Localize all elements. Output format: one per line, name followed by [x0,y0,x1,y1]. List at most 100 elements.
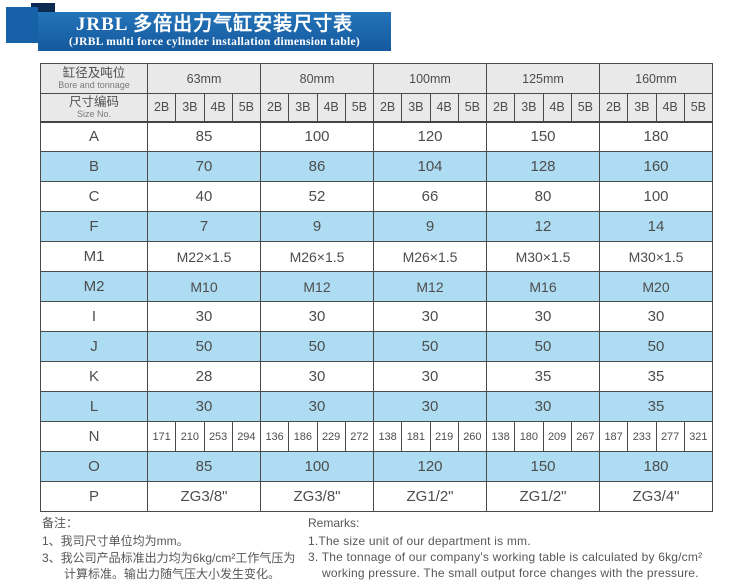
size-code-header: 4B [542,93,572,123]
table-row-L: L 30 30 30 30 35 [40,391,713,422]
dimension-cell: 14 [599,211,713,242]
dimension-cell: 187 [598,421,629,452]
dimension-cell: 9 [260,211,374,242]
dimension-cell: M16 [486,271,600,302]
dimension-cell: 30 [373,301,487,332]
size-code-header: 3B [514,93,544,123]
dimension-cell: 85 [147,451,261,482]
size-code-header: 4B [203,93,233,123]
size-code-header: 2B [372,93,403,123]
dimension-cell: 35 [599,391,713,422]
dimension-cell: ZG1/2" [373,481,487,512]
bore-tonnage-header: 缸径及吨位 Bore and tonnage [40,63,148,94]
dimension-cell: ZG3/8" [260,481,374,512]
size-no-label-en: Size No. [76,108,111,119]
dimension-cell: 80 [486,181,600,212]
dimension-cell: 70 [147,151,261,182]
dimension-cell: 50 [373,331,487,362]
dimension-cell: M30×1.5 [599,241,713,272]
size-code-header: 5B [457,93,488,123]
header-size-row: 缸径及吨位 Bore and tonnage 63mm 80mm 100mm 125m… [40,63,713,94]
dimension-cell: 7 [147,211,261,242]
size-code-header: 2B [259,93,290,123]
dimension-cell: 186 [288,421,318,452]
dimension-cell: 294 [231,421,262,452]
row-label: C [40,181,148,212]
row-label: M2 [40,271,148,302]
dimension-cell: 40 [147,181,261,212]
size-code-header: 5B [570,93,601,123]
dimension-cell: M30×1.5 [486,241,600,272]
dimension-cell: M26×1.5 [260,241,374,272]
dimension-cell: 180 [599,121,713,152]
dimension-cell: 100 [260,121,374,152]
size-code-header: 4B [655,93,685,123]
table-row-C: C 40 52 66 80 100 [40,181,713,212]
dimension-cell: 30 [373,361,487,392]
blue-square-decoration [6,7,38,43]
size-column-header: 80mm [260,63,374,94]
dimension-cell: M22×1.5 [147,241,261,272]
dimension-cell: 50 [147,331,261,362]
dimension-cell: 9 [373,211,487,242]
remark-item-cn: 3、我公司产品标准出力均为6kg/cm²工作气压为计算标准。输出力随气压大小发生… [42,550,296,582]
title-banner: JRBL 多倍出力气缸安装尺寸表 (JRBL multi force cylin… [0,0,410,60]
row-label: J [40,331,148,362]
dimension-cell: 100 [599,181,713,212]
remark-item-cn: 1、我司尺寸单位均为mm。 [42,534,189,548]
remarks-chinese: 备注： 1、我司尺寸单位均为mm。 3、我公司产品标准出力均为6kg/cm²工作气… [42,516,304,583]
row-label: A [40,121,148,152]
size-code-header: 4B [429,93,459,123]
dimension-cell: 138 [372,421,403,452]
dimension-cell: ZG1/2" [486,481,600,512]
dimension-cell: 85 [147,121,261,152]
dimension-cell: 30 [147,391,261,422]
remark-item-en: 1.The size unit of our department is mm. [308,534,531,548]
dimension-cell: 181 [401,421,431,452]
page-title: JRBL 多倍出力气缸安装尺寸表 [75,14,354,35]
remark-item-en: 3. The tonnage of our company's working … [308,550,703,580]
dimension-cell: 171 [146,421,177,452]
row-label: P [40,481,148,512]
remarks-cn-title: 备注： [42,516,79,530]
dimension-cell: 267 [570,421,601,452]
dimension-cell: 160 [599,151,713,182]
size-no-label-cn: 尺寸编码 [68,94,119,109]
dimension-cell: 150 [486,451,600,482]
table-row-M2: M2 M10 M12 M12 M16 M20 [40,271,713,302]
bore-tonnage-label-cn: 缸径及吨位 [62,66,126,80]
dimension-cell: 86 [260,151,374,182]
row-label: O [40,451,148,482]
dimension-cell: 50 [260,331,374,362]
dimension-cell: 210 [175,421,205,452]
dimension-cell: 229 [316,421,346,452]
dimension-cell: 128 [486,151,600,182]
table-row-B: B 70 86 104 128 160 [40,151,713,182]
row-label: L [40,391,148,422]
size-code-header: 4B [316,93,346,123]
dimension-cell: 35 [486,361,600,392]
row-label: F [40,211,148,242]
dimension-cell: 180 [599,451,713,482]
dimension-cell: 30 [486,301,600,332]
table-row-F: F 7 9 9 12 14 [40,211,713,242]
table-row-I: I 30 30 30 30 30 [40,301,713,332]
size-column-header: 100mm [373,63,487,94]
dimension-cell: 35 [599,361,713,392]
size-code-header: 3B [175,93,205,123]
dimension-cell: 30 [260,361,374,392]
dimension-cell: 28 [147,361,261,392]
dimension-cell: 272 [344,421,375,452]
dimension-cell: M12 [260,271,374,302]
table-row-N: N 171 210 253 294 136 186 229 272 138 181 219 260 138… [40,421,714,452]
dimension-cell: 30 [260,301,374,332]
dimension-cell: 50 [599,331,713,362]
remarks-cn-list: 1、我司尺寸单位均为mm。 3、我公司产品标准出力均为6kg/cm²工作气压为计算… [42,533,304,583]
dimension-cell: 66 [373,181,487,212]
dimension-cell: ZG3/4" [599,481,713,512]
remarks-english: Remarks: 1.The size unit of our departme… [308,516,736,581]
dimension-cell: 233 [627,421,657,452]
dimension-cell: 52 [260,181,374,212]
size-code-header: 3B [401,93,431,123]
dimension-cell: 30 [373,391,487,422]
